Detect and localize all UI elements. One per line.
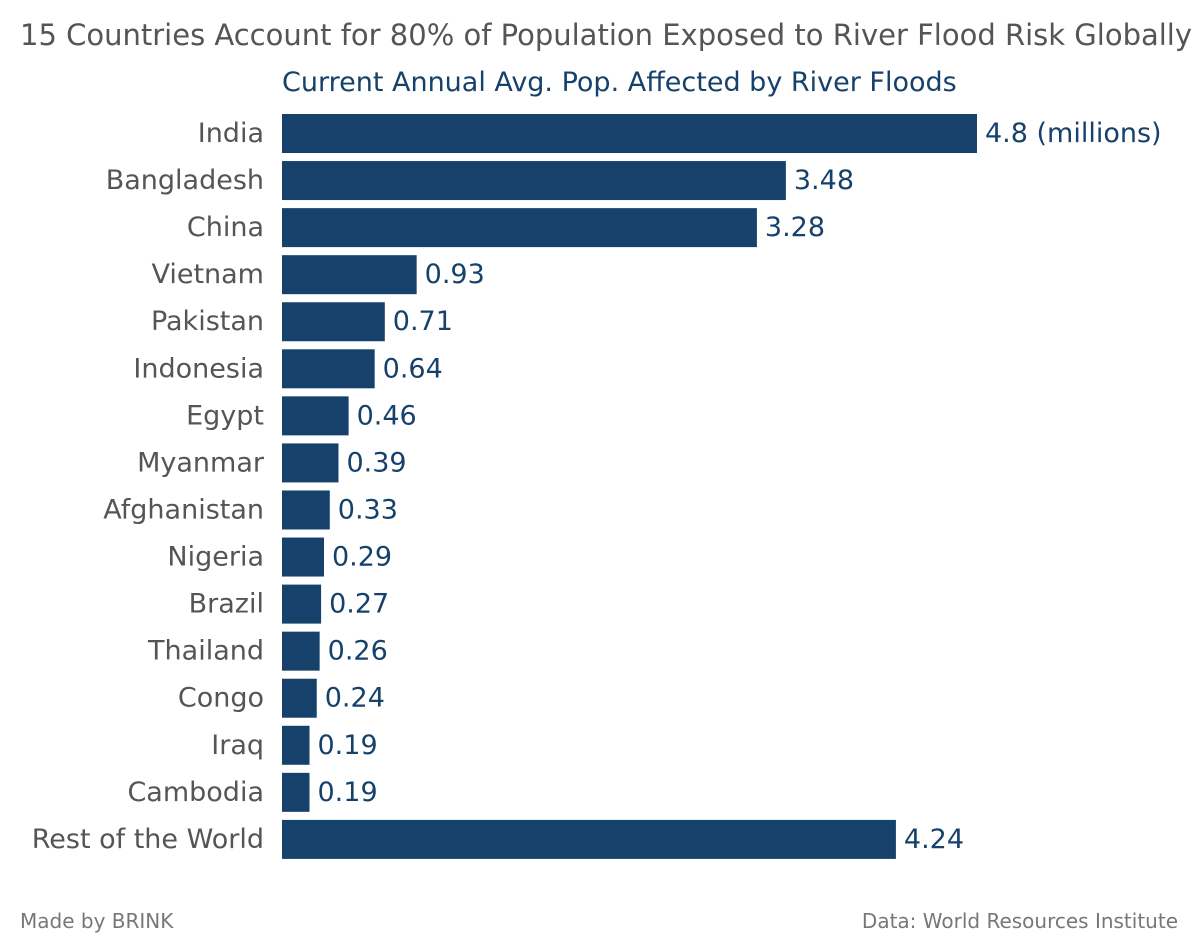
- bar-nigeria: [282, 537, 324, 577]
- value-label-vietnam: 0.93: [425, 259, 485, 290]
- value-label-indonesia: 0.64: [383, 353, 443, 384]
- category-label-vietnam: Vietnam: [151, 259, 264, 290]
- category-label-cambodia: Cambodia: [127, 777, 264, 808]
- footer-credit: Made by BRINK: [20, 909, 174, 933]
- bar-iraq: [282, 725, 310, 765]
- bar-rest-of-the-world: [282, 819, 896, 859]
- category-label-afghanistan: Afghanistan: [103, 494, 264, 525]
- value-label-egypt: 0.46: [357, 400, 417, 431]
- category-label-myanmar: Myanmar: [137, 447, 265, 478]
- category-label-rest-of-the-world: Rest of the World: [32, 824, 264, 855]
- bar-myanmar: [282, 443, 339, 483]
- category-label-congo: Congo: [178, 683, 264, 714]
- category-label-china: China: [187, 212, 264, 243]
- value-label-pakistan: 0.71: [393, 306, 453, 337]
- value-label-rest-of-the-world: 4.24: [904, 824, 964, 855]
- value-label-afghanistan: 0.33: [338, 494, 398, 525]
- value-label-brazil: 0.27: [329, 589, 389, 620]
- chart-title: 15 Countries Account for 80% of Populati…: [20, 18, 1193, 52]
- bar-thailand: [282, 631, 320, 671]
- bar-vietnam: [282, 255, 417, 295]
- value-label-myanmar: 0.39: [346, 447, 406, 478]
- bar-cambodia: [282, 772, 310, 812]
- value-label-cambodia: 0.19: [318, 777, 378, 808]
- category-label-egypt: Egypt: [186, 400, 264, 431]
- bar-indonesia: [282, 349, 375, 389]
- value-label-india: 4.8 (millions): [985, 118, 1162, 149]
- bar-brazil: [282, 584, 322, 624]
- value-label-thailand: 0.26: [328, 636, 388, 667]
- category-label-thailand: Thailand: [147, 636, 264, 667]
- bar-india: [282, 114, 977, 153]
- chart-subtitle: Current Annual Avg. Pop. Affected by Riv…: [282, 67, 957, 98]
- value-label-bangladesh: 3.48: [794, 165, 854, 196]
- value-label-congo: 0.24: [325, 683, 385, 714]
- category-label-nigeria: Nigeria: [167, 542, 264, 573]
- category-label-brazil: Brazil: [189, 589, 264, 620]
- category-label-pakistan: Pakistan: [151, 306, 264, 337]
- bar-egypt: [282, 396, 349, 436]
- footer-source: Data: World Resources Institute: [861, 909, 1178, 933]
- value-label-china: 3.28: [765, 212, 825, 243]
- value-label-iraq: 0.19: [318, 730, 378, 761]
- category-label-india: India: [198, 118, 264, 149]
- bar-afghanistan: [282, 490, 330, 530]
- bar-bangladesh: [282, 161, 786, 201]
- bar-pakistan: [282, 302, 385, 342]
- category-label-iraq: Iraq: [211, 730, 264, 761]
- bar-china: [282, 208, 757, 248]
- value-label-nigeria: 0.29: [332, 542, 392, 573]
- category-label-bangladesh: Bangladesh: [106, 165, 264, 196]
- bar-congo: [282, 678, 317, 718]
- category-label-indonesia: Indonesia: [133, 353, 264, 384]
